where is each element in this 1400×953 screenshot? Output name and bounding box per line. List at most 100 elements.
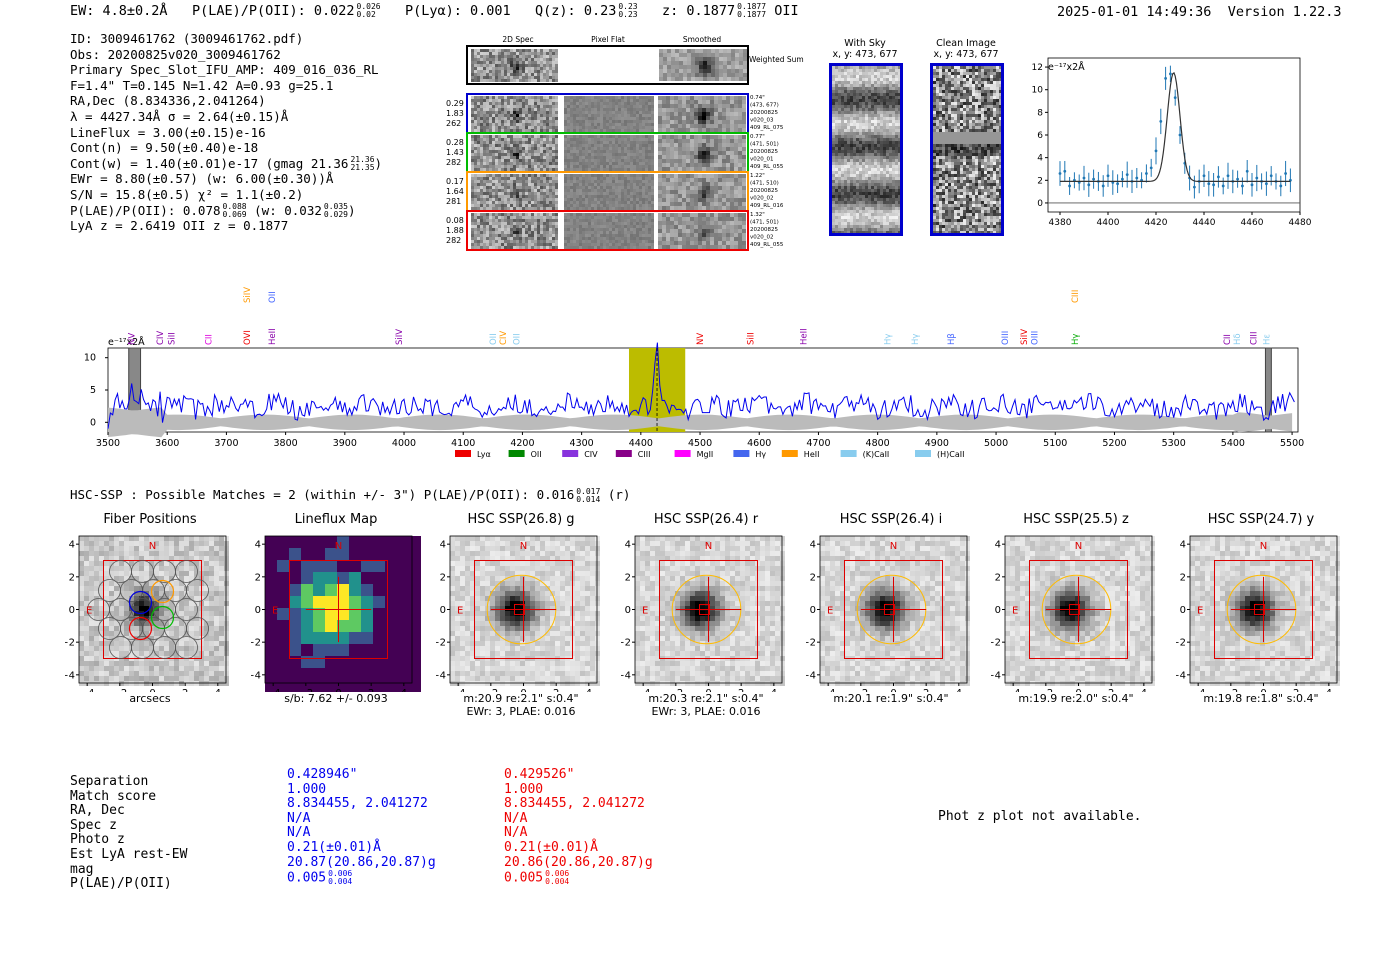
cutout-pixel [690,186,694,190]
cutout-pixel [522,156,525,159]
cutout-pixel [645,219,648,222]
cutout-pixel [612,174,615,177]
cutout-pixel [621,126,624,129]
cutout-pixel [498,144,501,147]
cutout-pixel [549,150,552,153]
cutout-pixel [742,159,746,163]
cutout-pixel [674,139,678,143]
cutout-pixel [582,198,585,201]
cutout-pixel [702,112,706,116]
cutout-pixel [546,219,549,222]
cutout-pixel [546,114,549,117]
cutout-pixel [543,144,546,147]
cutout-pixel [480,111,483,114]
cutout-pixel [706,151,710,155]
cutout-pixel [698,147,702,151]
cutout-pixel [609,168,612,171]
cutout-pixel [639,120,642,123]
cutout-pixel [603,150,606,153]
cutout-pixel [528,111,531,114]
sky-pixel [859,123,862,126]
cutout-pixel [706,135,710,139]
cutout-pixel [522,126,525,129]
cutout-pixel [537,114,540,117]
cutout-pixel [471,207,474,210]
cutout-pixel [495,183,498,186]
sky-pixel [877,66,880,69]
cutout-pixel [570,183,573,186]
cutout-pixel [670,151,674,155]
cutout-pixel [642,207,645,210]
cutout-pixel [694,198,698,202]
sky-pixel [871,147,874,150]
sky-pixel [880,69,883,72]
cutout-pixel [594,120,597,123]
cutout-pixel [480,246,483,249]
cutout-pixel [492,207,495,210]
cutout-pixel [582,204,585,207]
cutout-pixel [507,52,510,55]
cutout-pixel [564,237,567,240]
cutout-pixel [585,213,588,216]
cutout-pixel [663,65,667,69]
cutout-pixel [706,194,710,198]
cutout-pixel [501,114,504,117]
cutout-pixel [513,64,516,67]
cutout-pixel [726,229,730,233]
cutout-pixel [612,108,615,111]
sky-pixel [859,99,862,102]
cutout-pixel [648,165,651,168]
cutout-pixel [670,245,674,249]
cutout-pixel [627,216,630,219]
cutout-pixel [483,225,486,228]
cutout-pixel [555,76,558,79]
cutout-pixel [540,129,543,132]
cutout-pixel [630,207,633,210]
cutout-pixel [540,213,543,216]
sky-pixel [847,114,850,117]
cutout-pixel [555,228,558,231]
sky-pixel [832,129,835,132]
sky-pixel [892,102,895,105]
cutout-pixel [525,111,528,114]
cutout-pixel [723,61,727,65]
cutout-pixel [597,123,600,126]
cutout-pixel [594,240,597,243]
sky-pixel [844,93,847,96]
cutout-pixel [743,53,747,57]
cutout-pixel [582,114,585,117]
cutout-pixel [642,102,645,105]
cutout-pixel [687,49,691,53]
cutout-pixel [528,216,531,219]
cutout-pixel [492,117,495,120]
cutout-pixel [543,234,546,237]
cutout-pixel [645,174,648,177]
cutout-pixel [507,174,510,177]
cutout-pixel [573,216,576,219]
cutout-pixel [555,213,558,216]
cutout-pixel [507,189,510,192]
cutout-pixel [702,190,706,194]
cutout-pixel [486,73,489,76]
cutout-pixel [734,108,738,112]
cutout-pixel [621,102,624,105]
cutout-pixel [670,128,674,132]
cutout-pixel [486,219,489,222]
cutout-pixel [621,222,624,225]
cutout-pixel [573,162,576,165]
cutout-pixel [525,237,528,240]
cutout-pixel [682,104,686,108]
cutout-pixel [621,96,624,99]
cutout-pixel [714,167,718,171]
cutout-pixel [540,222,543,225]
cutout-pixel [639,123,642,126]
cutout-pixel [710,194,714,198]
cutout-pixel [522,123,525,126]
sky-pixel [877,129,880,132]
cutout-pixel [525,114,528,117]
cutout-pixel [698,151,702,155]
cutout-pixel [507,108,510,111]
cutout-row-meta: 20200825 [750,227,778,233]
cutout-pixel [615,198,618,201]
cutout-pixel [555,189,558,192]
